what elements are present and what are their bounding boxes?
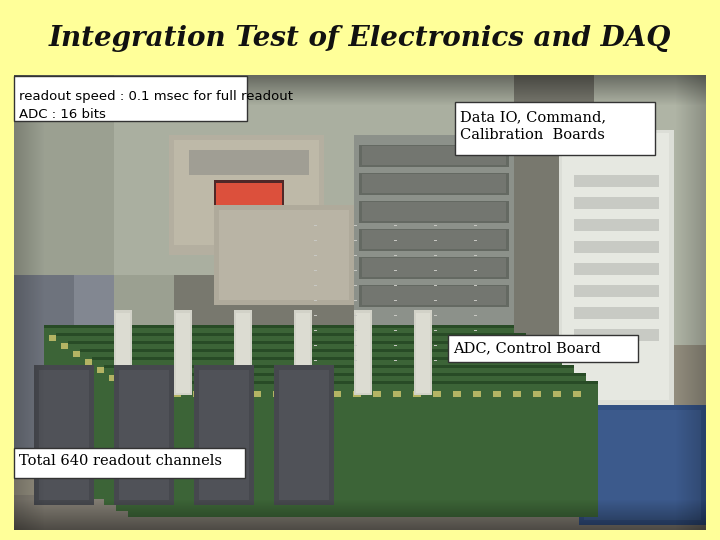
Bar [448, 335, 638, 362]
Text: Integration Test of Electronics and DAQ: Integration Test of Electronics and DAQ [49, 24, 671, 51]
Bar [14, 448, 245, 478]
Bar [14, 76, 247, 121]
Text: Data IO, Command,
Calibration  Boards: Data IO, Command, Calibration Boards [460, 110, 606, 143]
Text: ADC : 16 bits: ADC : 16 bits [19, 108, 106, 121]
Text: ADC, Control Board: ADC, Control Board [453, 341, 600, 355]
Bar [455, 102, 655, 155]
Text: readout speed : 0.1 msec for full readout: readout speed : 0.1 msec for full readou… [19, 90, 293, 103]
Text: Total 640 readout channels: Total 640 readout channels [19, 454, 222, 468]
